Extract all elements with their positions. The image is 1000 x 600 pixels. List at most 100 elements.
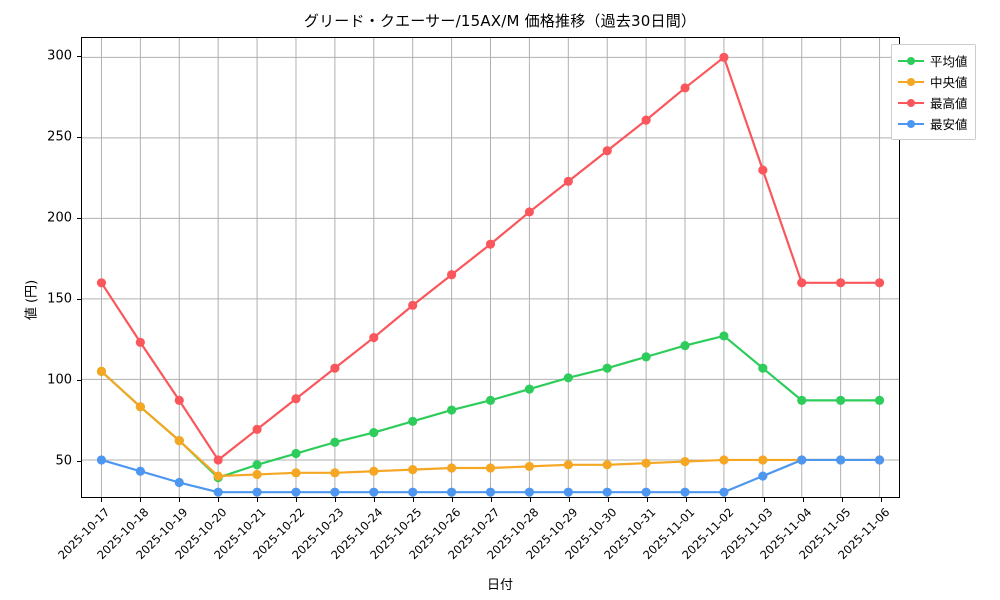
data-point-marker xyxy=(563,460,573,470)
x-axis-tick-mark xyxy=(802,498,804,502)
data-point-marker xyxy=(680,487,690,497)
data-point-marker xyxy=(485,463,496,473)
grid-lines xyxy=(82,38,899,497)
data-point-marker xyxy=(330,487,340,497)
x-axis-tick-mark xyxy=(763,498,765,502)
data-point-marker xyxy=(408,487,418,497)
x-axis-tick-mark xyxy=(373,498,375,502)
data-point-marker xyxy=(797,278,807,288)
data-point-marker xyxy=(96,366,107,376)
data-point-marker xyxy=(719,455,729,465)
y-axis-tick-label: 300 xyxy=(47,48,72,64)
legend-swatch-icon xyxy=(898,75,924,89)
data-point-marker xyxy=(291,487,301,497)
data-point-marker xyxy=(524,487,534,497)
data-point-marker xyxy=(369,427,379,438)
legend-item[interactable]: 平均値 xyxy=(898,50,968,71)
data-point-marker xyxy=(174,395,184,405)
data-point-marker xyxy=(758,471,768,481)
x-axis-tick-mark xyxy=(256,498,258,502)
data-point-marker xyxy=(563,373,573,383)
data-point-marker xyxy=(135,402,145,412)
legend-swatch-icon xyxy=(898,96,924,110)
data-point-marker xyxy=(291,468,301,478)
data-point-marker xyxy=(369,332,379,343)
data-point-marker xyxy=(447,463,457,473)
chart-title: グリード・クエーサー/15AX/M 価格推移（過去30日間） xyxy=(303,12,697,30)
data-point-marker xyxy=(408,416,418,426)
x-axis-label: 日付 xyxy=(486,578,513,593)
data-point-marker xyxy=(96,455,107,465)
data-point-marker xyxy=(135,466,145,476)
x-axis-tick-mark xyxy=(607,498,609,502)
data-point-marker xyxy=(641,458,651,468)
data-point-marker xyxy=(369,466,379,476)
data-point-marker xyxy=(213,471,223,481)
data-point-marker xyxy=(874,455,885,465)
x-axis-tick-mark xyxy=(568,498,570,502)
x-axis-tick-mark xyxy=(139,498,141,502)
data-point-marker xyxy=(836,395,846,405)
data-point-marker xyxy=(797,455,807,465)
x-axis-tick-mark xyxy=(412,498,414,502)
data-point-marker xyxy=(252,487,262,497)
data-point-marker xyxy=(602,363,612,373)
data-point-marker xyxy=(252,469,262,480)
y-axis-tick-label: 200 xyxy=(47,210,72,226)
data-point-marker xyxy=(135,337,145,347)
x-axis-tick-mark xyxy=(646,498,648,502)
data-point-marker xyxy=(836,278,846,288)
plot-area xyxy=(81,37,900,498)
data-point-marker xyxy=(485,395,496,405)
data-point-marker xyxy=(330,468,340,478)
legend-item-label: 中央値 xyxy=(930,75,968,90)
data-point-marker xyxy=(408,465,418,475)
legend-item-label: 最高値 xyxy=(930,96,968,111)
series-lines xyxy=(96,52,885,497)
data-point-marker xyxy=(369,487,379,497)
data-point-marker xyxy=(602,146,612,156)
x-axis-tick-mark xyxy=(451,498,453,502)
data-point-marker xyxy=(563,487,573,497)
data-point-marker xyxy=(719,487,729,497)
data-point-marker xyxy=(291,448,301,459)
data-point-marker xyxy=(447,270,457,280)
data-point-marker xyxy=(524,207,534,217)
y-axis-tick-label: 250 xyxy=(47,129,72,145)
x-axis-tick-mark xyxy=(529,498,531,502)
y-axis-tick-label: 150 xyxy=(47,291,72,307)
y-axis-label: 値 (円) xyxy=(24,279,40,321)
data-point-marker xyxy=(641,352,651,362)
x-axis-tick-mark xyxy=(217,498,219,502)
data-point-marker xyxy=(408,300,418,310)
data-point-marker xyxy=(836,455,846,465)
legend-item[interactable]: 最高値 xyxy=(898,92,968,113)
y-axis-tick-label: 100 xyxy=(47,372,72,388)
legend-item-label: 平均値 xyxy=(930,54,968,69)
data-point-marker xyxy=(330,363,340,373)
data-point-marker xyxy=(758,363,768,373)
x-axis-tick-mark xyxy=(295,498,297,502)
x-axis-tick-mark xyxy=(334,498,336,502)
data-point-marker xyxy=(680,341,690,351)
x-axis-tick-mark xyxy=(100,498,102,502)
x-axis-tick-mark xyxy=(724,498,726,502)
x-axis-tick-mark xyxy=(490,498,492,502)
data-point-marker xyxy=(447,405,457,415)
y-axis-tick-label: 50 xyxy=(55,453,72,469)
data-point-marker xyxy=(330,437,340,447)
x-axis-tick-mark xyxy=(880,498,882,502)
data-point-marker xyxy=(291,394,301,404)
data-point-marker xyxy=(641,487,651,497)
data-point-marker xyxy=(874,395,885,405)
data-point-marker xyxy=(174,477,184,488)
data-point-marker xyxy=(719,52,729,62)
data-point-marker xyxy=(680,456,690,467)
data-point-marker xyxy=(641,115,651,125)
legend-item[interactable]: 最安値 xyxy=(898,113,968,134)
data-point-marker xyxy=(252,424,262,434)
legend-item[interactable]: 中央値 xyxy=(898,71,968,92)
data-point-marker xyxy=(213,455,223,465)
data-point-marker xyxy=(602,487,612,497)
